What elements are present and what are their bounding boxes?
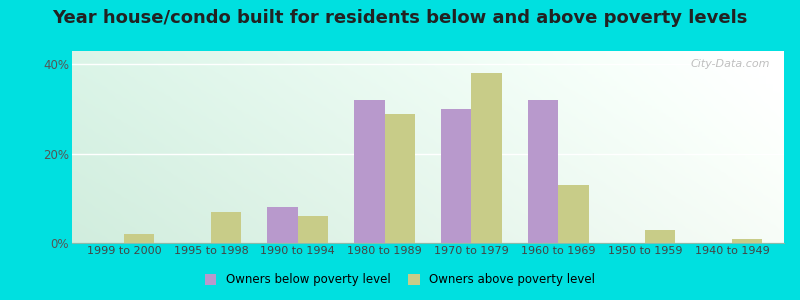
Text: Year house/condo built for residents below and above poverty levels: Year house/condo built for residents bel… (52, 9, 748, 27)
Text: City-Data.com: City-Data.com (690, 59, 770, 69)
Bar (558, 185, 589, 243)
Bar (267, 207, 298, 243)
Bar (441, 109, 471, 243)
Bar (211, 212, 242, 243)
Bar (298, 216, 328, 243)
Bar (645, 230, 675, 243)
Bar (354, 100, 385, 243)
Bar (528, 100, 558, 243)
Legend: Owners below poverty level, Owners above poverty level: Owners below poverty level, Owners above… (200, 269, 600, 291)
Bar (124, 234, 154, 243)
Bar (385, 113, 415, 243)
Bar (732, 238, 762, 243)
Bar (471, 73, 502, 243)
